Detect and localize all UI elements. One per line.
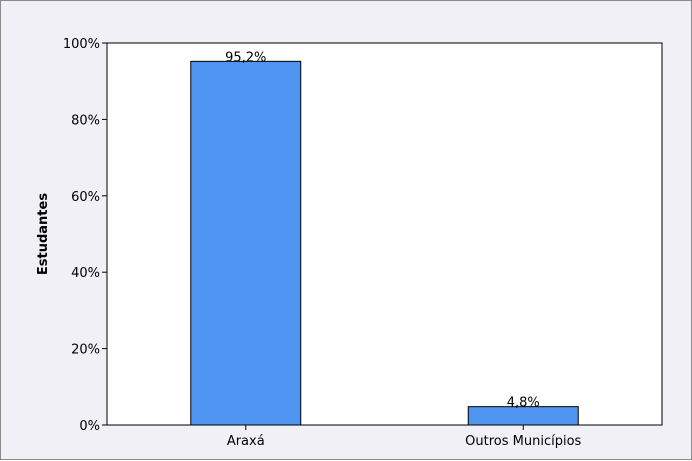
y-tick-label: 40% <box>71 266 100 281</box>
y-axis-title: Estudantes <box>36 193 51 275</box>
y-tick-label: 20% <box>71 343 100 358</box>
y-axis: 0% 20% 40% 60% 80% 100% <box>63 37 107 434</box>
bar <box>190 60 302 426</box>
bars-group: 95,2% 4,8% <box>190 50 579 426</box>
x-axis: Araxá Outros Municípios <box>227 425 582 449</box>
y-tick-label: 80% <box>71 113 100 128</box>
y-tick-label: 100% <box>63 37 100 52</box>
bar-data-label: 4,8% <box>507 396 540 411</box>
bar-data-label: 95,2% <box>225 50 266 65</box>
x-category-label: Outros Municípios <box>465 434 581 449</box>
x-category-label: Araxá <box>227 434 265 449</box>
y-tick-label: 60% <box>71 190 100 205</box>
y-tick-label: 0% <box>79 419 100 434</box>
